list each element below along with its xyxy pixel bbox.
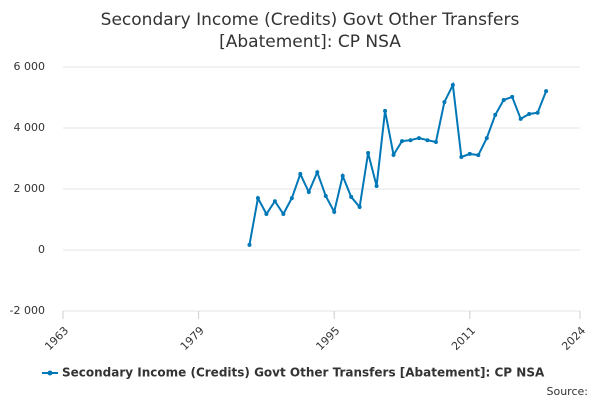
legend-label: Secondary Income (Credits) Govt Other Tr… [62, 366, 545, 380]
data-point [501, 97, 506, 102]
data-point [391, 152, 396, 157]
data-point [383, 108, 388, 113]
data-point [255, 196, 260, 201]
data-point [349, 194, 354, 199]
data-point [442, 100, 447, 105]
data-point [493, 112, 498, 117]
x-tick-label: 1979 [178, 324, 207, 353]
data-line [248, 81, 548, 245]
data-point [408, 138, 413, 143]
y-tick-label: -2 000 [10, 304, 45, 317]
data-point [306, 190, 311, 195]
data-point [416, 136, 421, 141]
x-tick-label: 1963 [42, 324, 71, 353]
data-point [323, 194, 328, 199]
data-point [332, 209, 337, 214]
data-point [281, 212, 286, 217]
data-point [366, 151, 371, 156]
data-point [340, 173, 345, 178]
data-point [298, 172, 303, 177]
data-point [527, 111, 532, 116]
x-tick-label: 2011 [449, 324, 478, 353]
data-point [264, 212, 269, 217]
y-tick-label: 6 000 [14, 60, 46, 73]
data-point [535, 110, 540, 115]
x-tick-label: 2024 [559, 324, 588, 353]
data-point [272, 199, 277, 204]
data-point [289, 196, 294, 201]
data-point [518, 116, 523, 121]
data-point [433, 140, 438, 145]
data-point [315, 170, 320, 175]
legend-marker [47, 370, 53, 376]
x-tick-label: 1995 [313, 324, 342, 353]
chart-title: Secondary Income (Credits) Govt Other Tr… [101, 10, 520, 52]
data-point [544, 89, 549, 94]
source: Source: [547, 385, 589, 398]
data-point [476, 153, 481, 158]
data-point [450, 82, 455, 87]
data-point [400, 139, 405, 144]
data-point [484, 136, 489, 141]
data-point [374, 183, 379, 188]
data-point [247, 242, 252, 247]
data-point [467, 151, 472, 156]
data-point [425, 138, 430, 143]
y-tick-label: 2 000 [14, 182, 46, 195]
data-point [357, 204, 362, 209]
data-point [459, 154, 464, 159]
y-tick-label: 4 000 [14, 121, 46, 134]
data-point [510, 94, 515, 99]
y-tick-label: 0 [38, 243, 45, 256]
